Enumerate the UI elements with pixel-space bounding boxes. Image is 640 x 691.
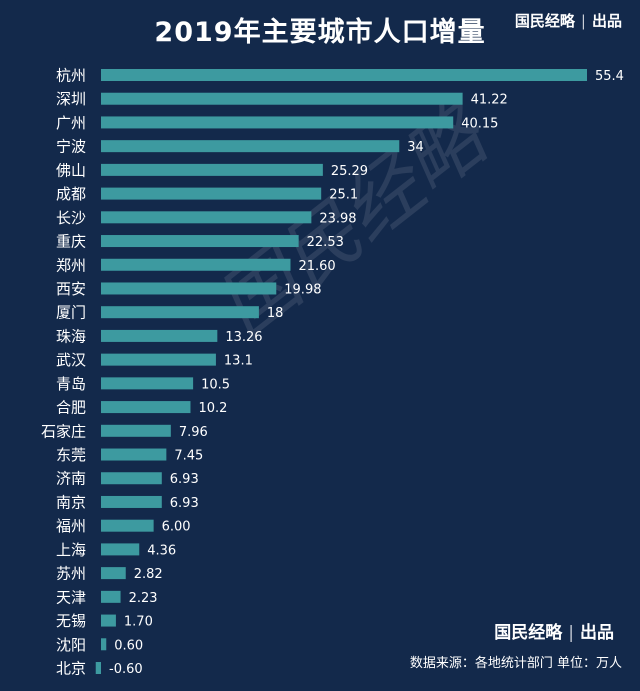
- bar: [101, 519, 154, 532]
- category-label: 苏州: [56, 565, 86, 583]
- brand-separator: |: [580, 12, 586, 30]
- value-label: 7.96: [179, 425, 208, 440]
- brand-name: 国民经略: [514, 12, 575, 30]
- category-label: 济南: [56, 470, 86, 488]
- value-label: 13.1: [224, 354, 253, 369]
- bar: [101, 92, 463, 105]
- category-label: 上海: [56, 541, 86, 559]
- category-label: 深圳: [56, 90, 86, 108]
- value-label: 34: [407, 140, 424, 155]
- category-label: 福州: [56, 517, 86, 535]
- bar: [101, 424, 171, 437]
- value-label: 7.45: [174, 449, 203, 464]
- category-label: 西安: [56, 280, 86, 298]
- category-label: 郑州: [56, 256, 86, 274]
- brand-suffix-bottom: 出品: [580, 623, 614, 643]
- value-label: 10.2: [198, 401, 227, 416]
- category-label: 南京: [56, 493, 86, 511]
- category-label: 青岛: [56, 375, 86, 393]
- bar: [101, 590, 121, 603]
- bar: [101, 211, 312, 224]
- value-label: 13.26: [225, 330, 262, 345]
- bar: [101, 567, 126, 580]
- bar: [101, 306, 259, 319]
- brand-suffix: 出品: [591, 12, 622, 30]
- value-label: 22.53: [307, 235, 344, 250]
- value-label: 10.5: [201, 377, 230, 392]
- value-label: 19.98: [284, 282, 321, 297]
- brand-logo-bottom: 国民经略 | 出品: [494, 618, 614, 643]
- value-label: 6.93: [170, 496, 199, 511]
- value-label: 2.82: [134, 567, 163, 582]
- category-label: 宁波: [56, 138, 86, 156]
- bar: [101, 614, 116, 627]
- category-label: 东莞: [56, 446, 86, 464]
- page-title: 2019年主要城市人口增量: [154, 17, 486, 48]
- value-label: -0.60: [109, 662, 143, 677]
- bar: [101, 69, 587, 81]
- value-label: 6.00: [162, 520, 191, 535]
- category-label: 北京: [56, 660, 86, 678]
- bar: [101, 163, 323, 176]
- value-label: 41.22: [471, 93, 508, 108]
- bar: [101, 187, 322, 200]
- value-label: 4.36: [147, 543, 176, 558]
- category-label: 合肥: [56, 399, 86, 417]
- bar: [101, 495, 162, 508]
- data-source-note: 数据来源：各地统计部门 单位：万人: [409, 656, 622, 671]
- category-label: 无锡: [56, 612, 86, 630]
- bar: [101, 140, 400, 153]
- bar: [101, 401, 191, 414]
- value-label: 6.93: [170, 472, 199, 487]
- category-label: 长沙: [56, 209, 86, 227]
- value-label: 23.98: [319, 211, 356, 226]
- category-label: 武汉: [56, 351, 86, 369]
- value-label: 0.60: [114, 638, 143, 653]
- bar: [101, 543, 140, 556]
- bar: [101, 377, 194, 390]
- bar: [101, 472, 162, 485]
- category-label: 重庆: [56, 233, 86, 251]
- brand-logo-top: 国民经略 | 出品: [515, 10, 622, 31]
- category-label: 佛山: [56, 161, 86, 179]
- bar: [95, 662, 101, 674]
- bar: [101, 353, 216, 366]
- bar: [101, 282, 277, 295]
- bar: [101, 638, 107, 651]
- category-label: 沈阳: [56, 636, 86, 654]
- category-label: 杭州: [56, 67, 86, 85]
- bar: [101, 329, 218, 342]
- category-label: 石家庄: [41, 422, 86, 440]
- value-label: 2.23: [129, 591, 158, 606]
- category-label: 成都: [56, 185, 86, 203]
- category-label: 珠海: [56, 327, 86, 345]
- value-label: 1.70: [124, 615, 153, 630]
- brand-name-bottom: 国民经略: [494, 623, 563, 643]
- bar: [101, 116, 454, 129]
- category-label: 天津: [56, 588, 86, 606]
- brand-separator-bottom: |: [568, 623, 574, 643]
- category-label: 广州: [56, 114, 86, 132]
- value-label: 18: [267, 306, 284, 321]
- value-label: 25.1: [329, 188, 358, 203]
- value-label: 21.60: [298, 259, 335, 274]
- value-label: 55.4: [595, 69, 624, 84]
- value-label: 25.29: [331, 164, 368, 179]
- value-label: 40.15: [461, 116, 498, 131]
- category-label: 厦门: [56, 304, 86, 322]
- bar: [101, 448, 167, 461]
- bar: [101, 258, 291, 271]
- bar: [101, 235, 299, 248]
